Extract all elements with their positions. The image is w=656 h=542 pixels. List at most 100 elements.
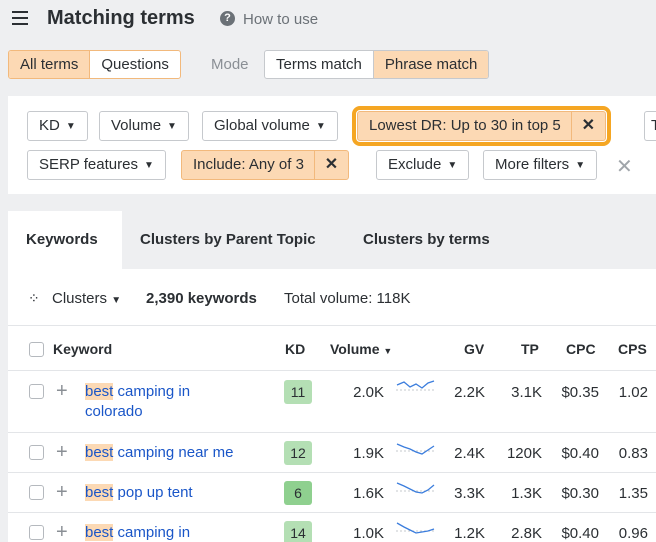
trend-sparkline [396, 522, 436, 534]
exclude-filter-label: Exclude [388, 156, 442, 173]
keyword-text-line2: colorado [85, 403, 143, 420]
keyword-text: camping in [113, 383, 191, 400]
keyword-link[interactable]: best camping in [85, 523, 265, 542]
truncated-filter-button[interactable]: T [644, 111, 656, 141]
keyword-text: camping in [113, 524, 191, 541]
add-icon[interactable]: + [56, 521, 68, 542]
terms-match-option[interactable]: Terms match [265, 51, 374, 78]
terms-toggle: All terms Questions [8, 50, 181, 79]
volume-column-header[interactable]: Volume ▼ [330, 341, 392, 357]
lowest-dr-filter-label: Lowest DR: Up to 30 in top 5 [369, 117, 561, 134]
keyword-highlight: best [85, 484, 114, 501]
how-to-use-link[interactable]: How to use [243, 11, 319, 28]
keyword-column-header[interactable]: Keyword [53, 341, 113, 357]
phrase-match-option[interactable]: Phrase match [373, 51, 489, 78]
total-volume: Total volume: 118K [284, 290, 411, 307]
keyword-count: 2,390 keywords [146, 290, 257, 307]
clusters-label: Clusters [52, 290, 108, 307]
global-volume-filter-button[interactable]: Global volume ▼ [202, 111, 338, 141]
serp-features-filter-button[interactable]: SERP features ▼ [27, 150, 166, 180]
keyword-highlight: best [85, 383, 114, 400]
tab-clusters-parent-topic[interactable]: Clusters by Parent Topic [140, 231, 316, 248]
volume-filter-label: Volume [111, 117, 162, 134]
cps-cell: 0.96 [618, 525, 648, 542]
tab-clusters-terms[interactable]: Clusters by terms [363, 231, 490, 248]
results-card: Keywords Clusters by Parent Topic Cluste… [8, 211, 656, 542]
tab-keywords[interactable]: Keywords [8, 211, 122, 269]
kd-column-header[interactable]: KD [285, 341, 306, 357]
serp-features-filter-label: SERP features [39, 156, 138, 173]
more-filters-label: More filters [495, 156, 570, 173]
global-volume-filter-label: Global volume [214, 117, 310, 134]
row-checkbox[interactable] [29, 384, 44, 399]
gv-cell: 2.4K [454, 445, 485, 462]
keyword-text: pop up tent [113, 484, 193, 501]
trend-sparkline [396, 443, 436, 455]
row-checkbox[interactable] [29, 485, 44, 500]
keyword-link[interactable]: best pop up tent [85, 483, 265, 503]
table-row: + best pop up tent 6 1.6K 3.3K 1.3K $0.30 1.35 [8, 473, 656, 513]
caret-down-icon: ▼ [447, 160, 458, 171]
volume-cell: 1.6K [353, 485, 384, 502]
table-row: + best camping near me 12 1.9K 2.4K 120K $0.40… [8, 433, 656, 473]
kd-badge: 11 [284, 380, 312, 404]
include-filter-label: Include: Any of 3 [193, 156, 304, 173]
volume-cell: 1.0K [353, 525, 384, 542]
kd-filter-label: KD [39, 117, 60, 134]
volume-cell: 1.9K [353, 445, 384, 462]
row-checkbox[interactable] [29, 445, 44, 460]
tp-cell: 3.1K [511, 384, 542, 401]
add-icon[interactable]: + [56, 380, 68, 402]
kd-filter-button[interactable]: KD ▼ [27, 111, 88, 141]
add-icon[interactable]: + [56, 481, 68, 503]
more-filters-button[interactable]: More filters ▼ [483, 150, 598, 180]
cpc-cell: $0.40 [561, 445, 599, 462]
tp-column-header[interactable]: TP [521, 341, 539, 357]
select-all-checkbox[interactable] [29, 342, 44, 357]
sort-desc-icon: ▼ [383, 346, 393, 356]
keyword-link[interactable]: best camping in colorado [85, 382, 265, 422]
cps-cell: 1.02 [618, 384, 648, 401]
close-icon[interactable]: ✕ [570, 112, 605, 140]
mode-toggle: Terms match Phrase match [264, 50, 490, 79]
volume-filter-button[interactable]: Volume ▼ [99, 111, 189, 141]
tp-cell: 1.3K [511, 485, 542, 502]
mode-label: Mode [211, 56, 249, 73]
gv-cell: 1.2K [454, 525, 485, 542]
volume-header-label: Volume [330, 341, 380, 357]
questions-option[interactable]: Questions [101, 56, 169, 73]
caret-down-icon: ▼ [65, 121, 76, 132]
table-row: + best camping in colorado 11 2.0K 2.2K 3.1K $0… [8, 372, 656, 433]
close-icon[interactable]: ✕ [313, 151, 348, 179]
add-icon[interactable]: + [56, 441, 68, 463]
caret-down-icon: ▼ [143, 160, 154, 171]
cpc-cell: $0.35 [561, 384, 599, 401]
menu-icon[interactable] [12, 11, 28, 25]
row-checkbox[interactable] [29, 525, 44, 540]
caret-down-icon: ▼ [167, 121, 177, 132]
caret-down-icon: ▼ [575, 160, 586, 171]
cpc-column-header[interactable]: CPC [566, 341, 596, 357]
volume-cell: 2.0K [353, 384, 384, 401]
cpc-cell: $0.40 [561, 525, 599, 542]
kd-badge: 14 [284, 521, 312, 542]
gv-column-header[interactable]: GV [464, 341, 485, 357]
keyword-text: camping near me [113, 444, 234, 461]
stats-bar: ⁘ Clusters ▼ 2,390 keywords Total volume… [8, 269, 656, 326]
filter-panel: KD ▼ Volume ▼ Global volume ▼ Lowest DR: Up… [8, 96, 656, 194]
cps-cell: 0.83 [618, 445, 648, 462]
keyword-highlight: best [85, 524, 114, 541]
include-filter-button[interactable]: Include: Any of 3 ✕ [181, 150, 349, 180]
clear-filters-icon[interactable]: ✕ [616, 156, 633, 178]
cpc-cell: $0.30 [561, 485, 599, 502]
cps-column-header[interactable]: CPS [618, 341, 647, 357]
question-circle-icon[interactable]: ? [220, 11, 235, 26]
exclude-filter-button[interactable]: Exclude ▼ [376, 150, 470, 180]
caret-down-icon: ▼ [315, 121, 326, 132]
clusters-dropdown[interactable]: Clusters ▼ [52, 290, 121, 307]
table-header: Keyword KD Volume ▼ GV TP CPC CPS [8, 327, 656, 371]
lowest-dr-filter-button[interactable]: Lowest DR: Up to 30 in top 5 ✕ [352, 106, 611, 146]
keyword-link[interactable]: best camping near me [85, 443, 265, 463]
all-terms-option[interactable]: All terms [9, 51, 91, 78]
page-header: Matching terms ? How to use [0, 0, 656, 40]
